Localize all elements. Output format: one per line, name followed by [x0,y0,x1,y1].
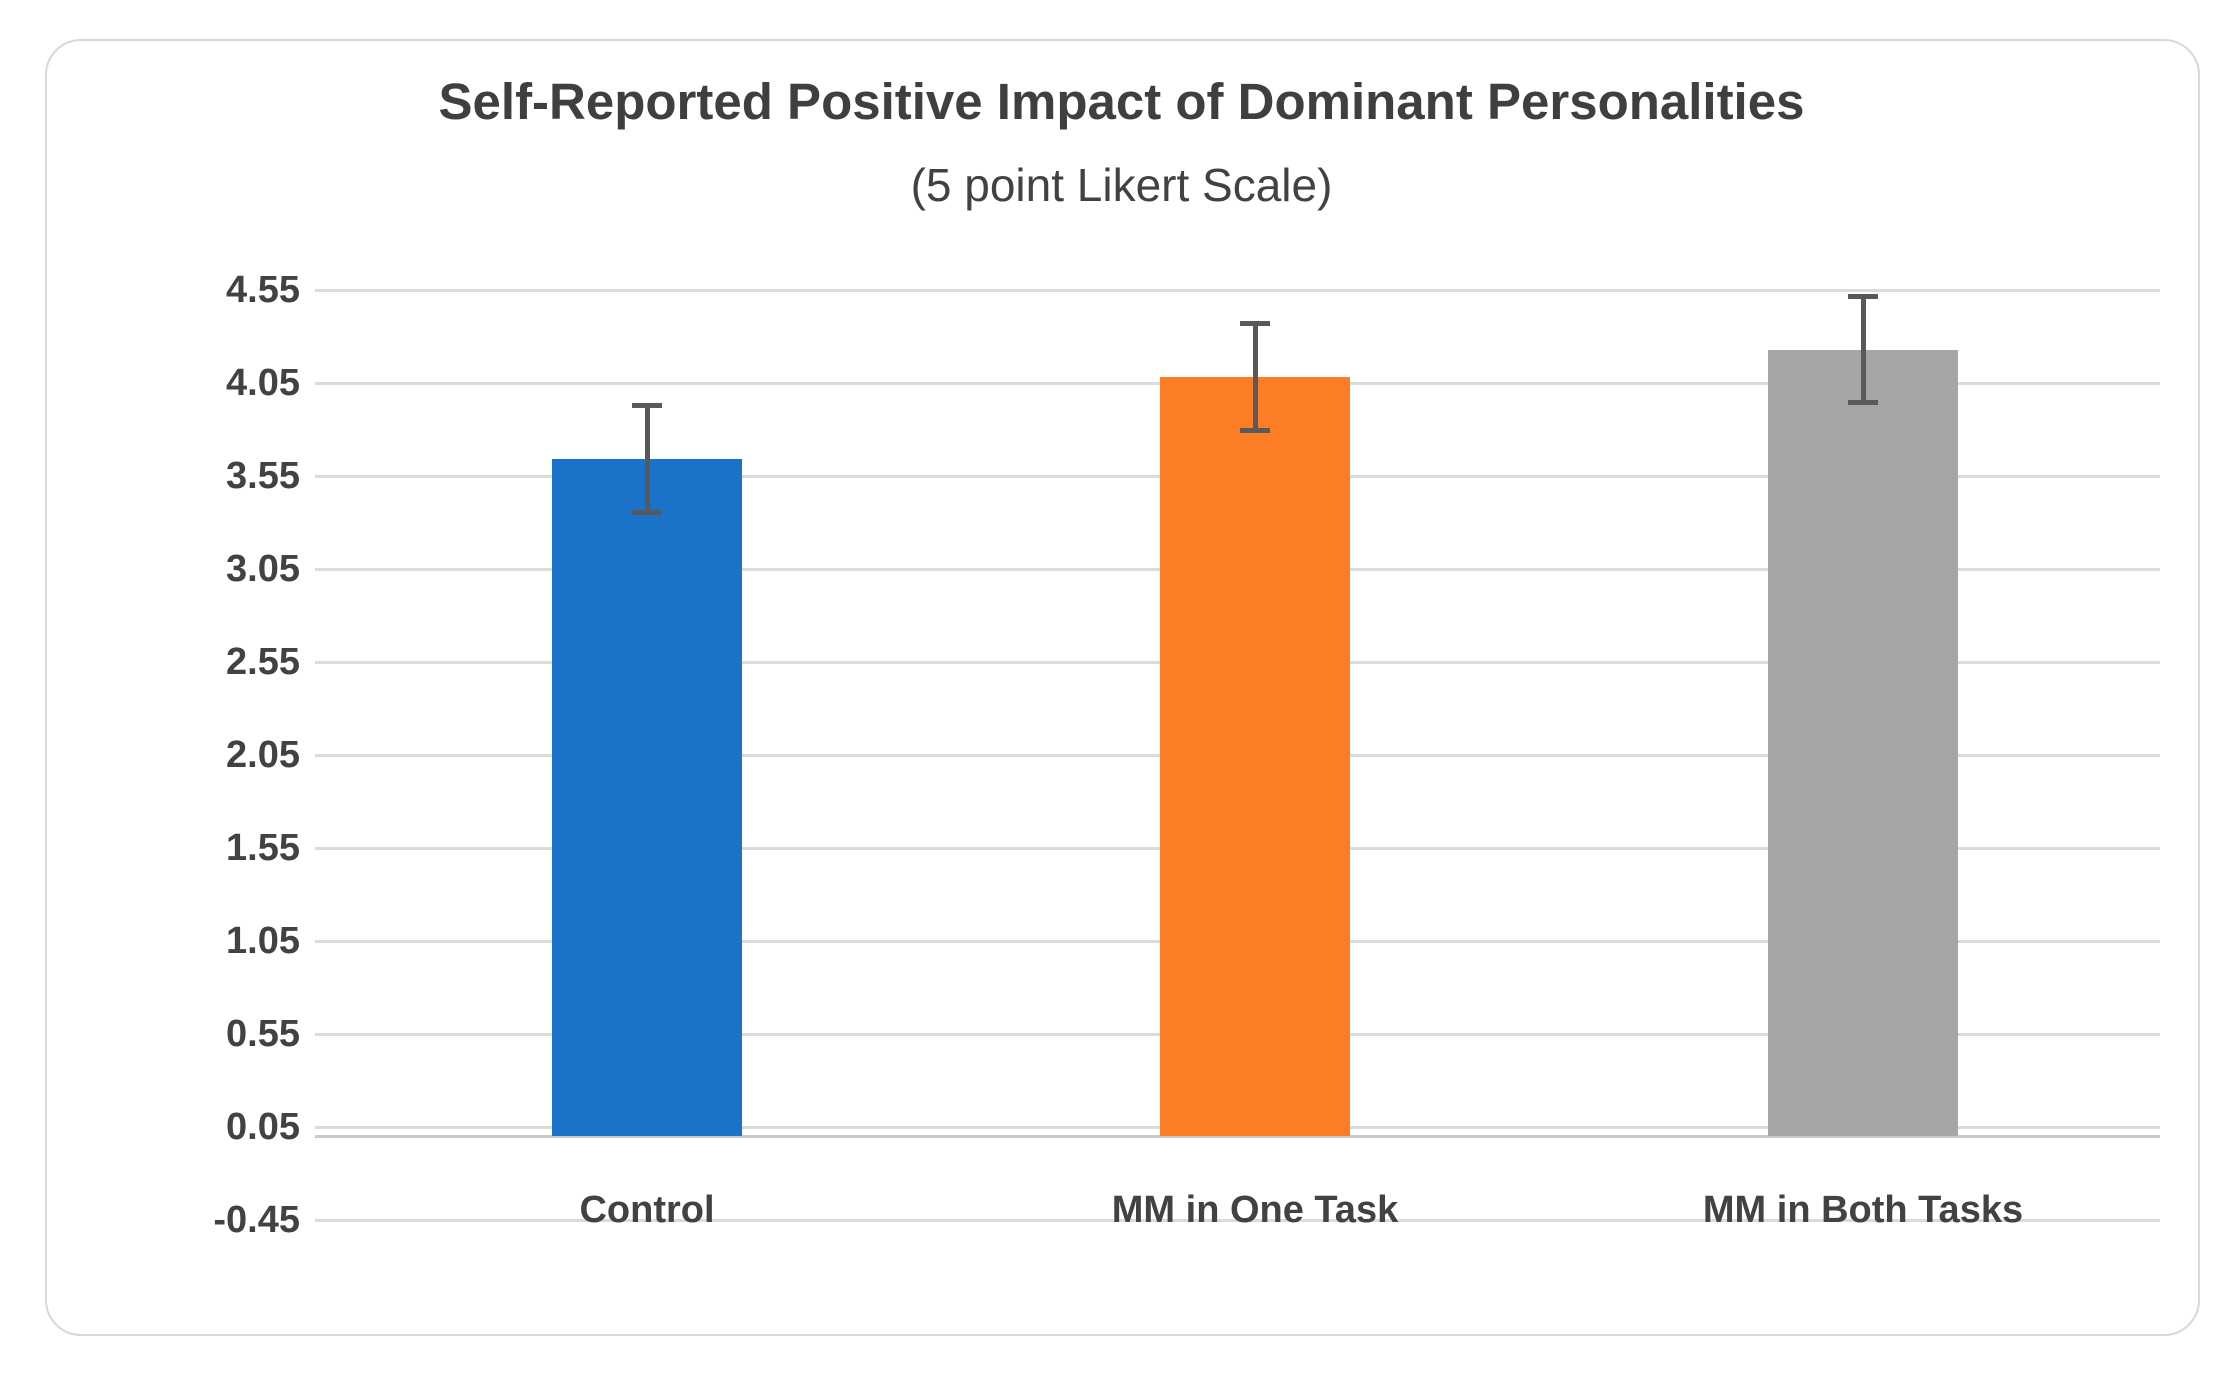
error-bar-stem [1860,295,1866,404]
y-tick-label: 2.55 [226,641,300,683]
y-tick-label: 3.05 [226,548,300,590]
y-tick-label: 0.55 [226,1013,300,1055]
error-bar-cap-top [1848,293,1878,299]
y-tick-label: 4.55 [226,269,300,311]
category-axis-line [315,1135,2160,1139]
error-bar-stem [644,405,650,514]
y-tick-label: 1.05 [226,920,300,962]
x-category-label: MM in One Task [1111,1189,1399,1231]
gridline [315,289,2160,292]
y-tick-label: -0.45 [213,1199,300,1241]
error-bar-cap-bottom [632,510,662,516]
chart-title: Self-Reported Positive Impact of Dominan… [438,73,1805,130]
error-bar-cap-top [1240,321,1270,327]
bar [552,459,742,1137]
y-tick-label: 4.05 [226,362,300,404]
chart-subtitle: (5 point Likert Scale) [910,159,1333,211]
bar [1160,377,1350,1137]
y-tick-label: 3.55 [226,455,300,497]
error-bar-cap-top [632,403,662,409]
bar [1768,349,1958,1137]
y-tick-label: 1.55 [226,827,300,869]
y-tick-label: 2.05 [226,734,300,776]
x-category-label: MM in Both Tasks [1702,1189,2024,1231]
error-bar-cap-bottom [1848,400,1878,406]
error-bar-stem [1252,323,1258,432]
gridline [315,1219,2160,1222]
y-tick-label: 0.05 [226,1106,300,1148]
x-category-label: Control [579,1189,715,1231]
error-bar-cap-bottom [1240,428,1270,434]
